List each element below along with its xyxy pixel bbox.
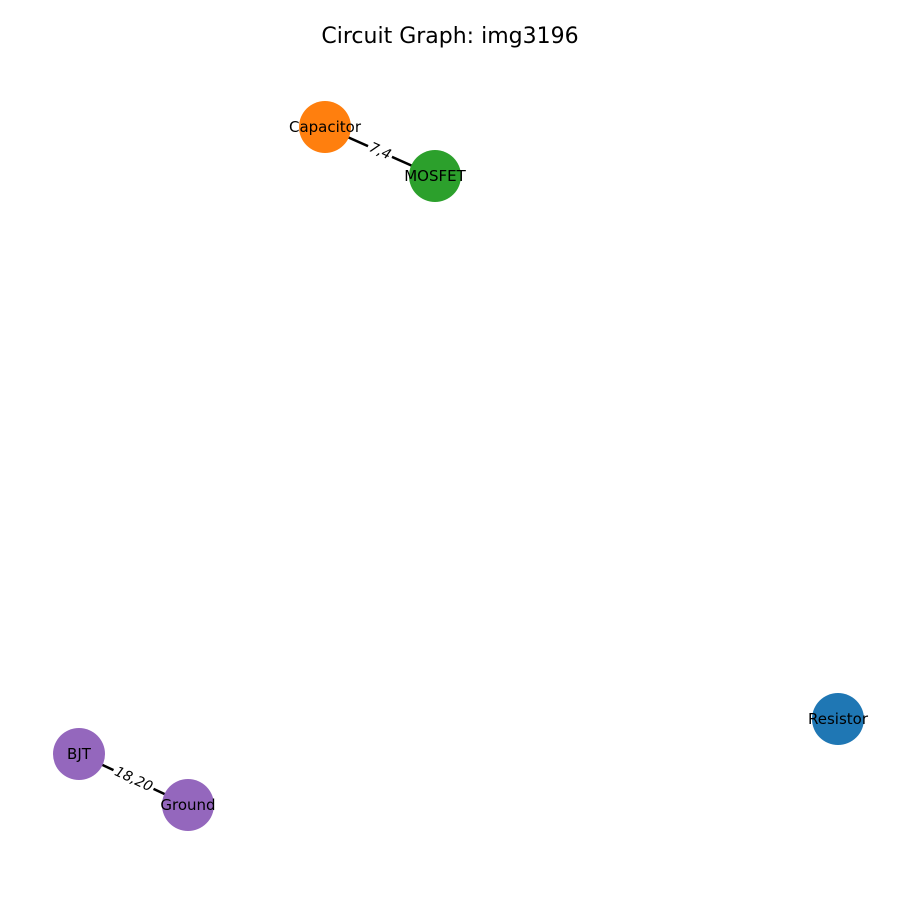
- node-circle: [812, 693, 864, 745]
- node-label: BJT: [67, 745, 92, 763]
- edge-label-background: [364, 138, 396, 165]
- nodes-layer: Capacitor MOSFET BJT Ground Resistor: [53, 101, 869, 831]
- node-resistor: Resistor: [808, 693, 869, 745]
- node-label: Resistor: [808, 710, 869, 728]
- node-circle: [409, 150, 461, 202]
- node-label: Capacitor: [289, 118, 362, 136]
- node-circle: [162, 779, 214, 831]
- node-circle: [53, 728, 105, 780]
- node-circle: [299, 101, 351, 153]
- node-bjt: BJT: [53, 728, 105, 780]
- edge-label-background: [110, 762, 157, 797]
- node-capacitor: Capacitor: [289, 101, 362, 153]
- node-label: Ground: [160, 796, 215, 814]
- diagram-title: Circuit Graph: img3196: [321, 24, 578, 49]
- node-ground: Ground: [160, 779, 216, 831]
- node-label: MOSFET: [404, 167, 466, 185]
- node-mosfet: MOSFET: [404, 150, 467, 202]
